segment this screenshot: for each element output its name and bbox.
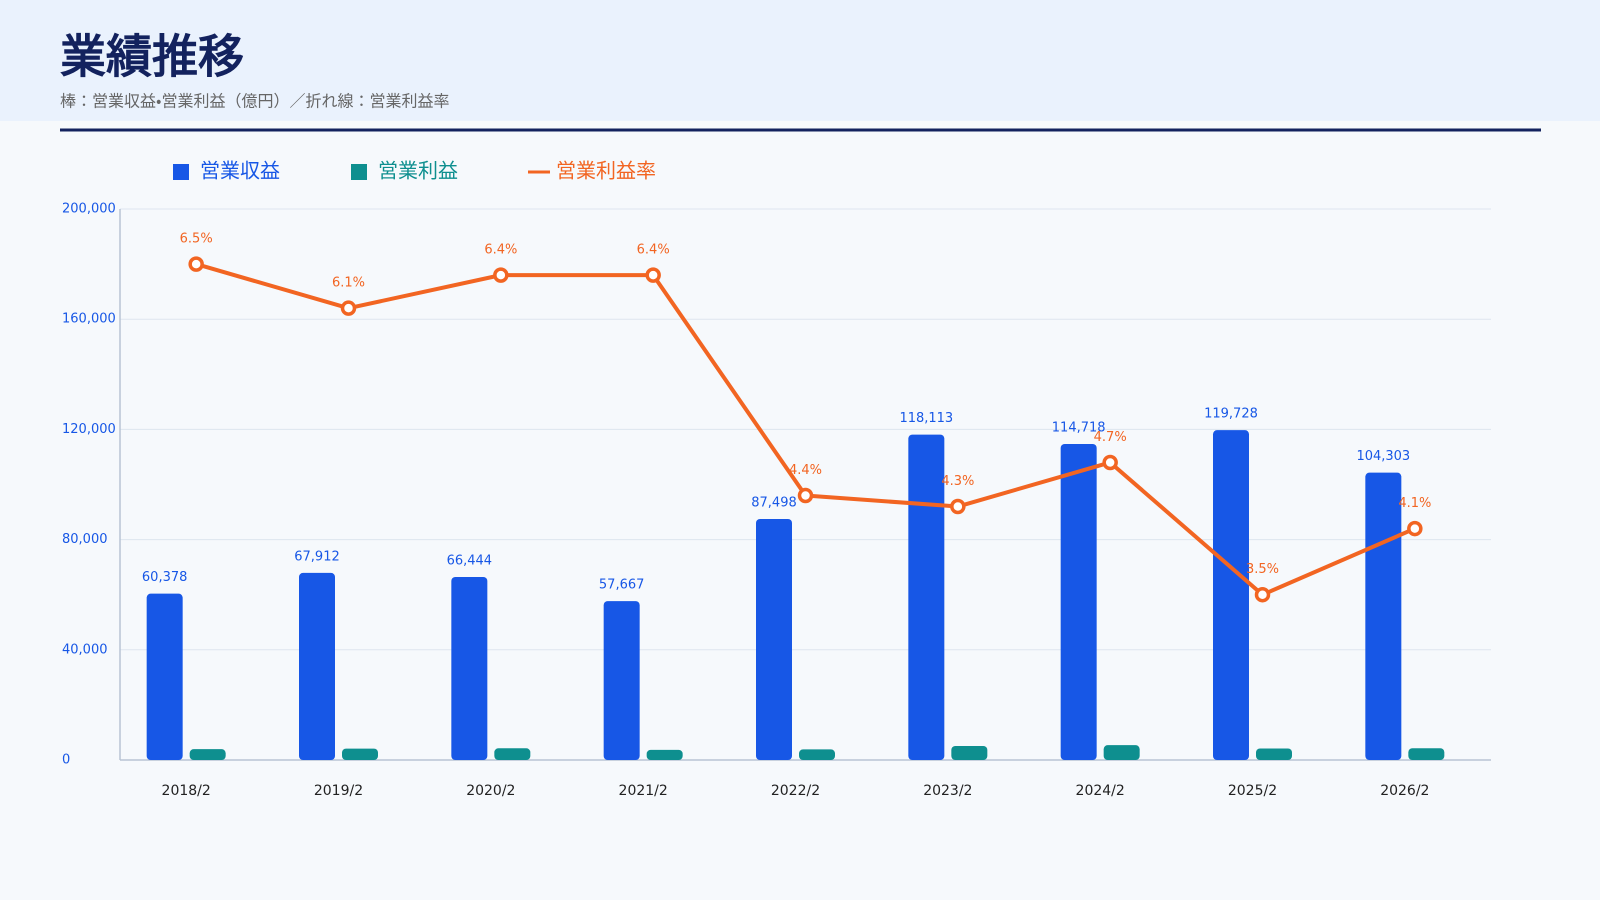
y-tick-label: 160,000	[62, 312, 116, 327]
line-value-label: 4.7%	[1094, 430, 1127, 445]
line-value-label: 6.4%	[484, 243, 517, 258]
x-tick-label: 2023/2	[923, 783, 972, 799]
bar	[299, 572, 335, 760]
line-point	[1254, 586, 1271, 603]
bar	[1408, 748, 1445, 760]
bar	[1256, 748, 1292, 760]
bar	[1060, 443, 1097, 760]
bar-value-label: 118,113	[899, 411, 953, 426]
bar-value-label: 114,718	[1052, 420, 1106, 435]
bar	[1213, 430, 1249, 760]
bar-value-label: 67,912	[294, 549, 340, 564]
line-point	[797, 487, 814, 504]
line-value-label: 6.5%	[180, 232, 213, 247]
legend-marker	[351, 164, 367, 180]
x-tick-label: 2018/2	[162, 783, 211, 799]
line-value-label: 4.4%	[789, 463, 822, 478]
line-point	[1102, 454, 1118, 471]
legend-marker	[173, 164, 189, 180]
bar	[1103, 745, 1140, 760]
bar	[494, 748, 531, 760]
x-tick-label: 2022/2	[771, 783, 820, 799]
x-tick-label: 2026/2	[1380, 783, 1429, 799]
bar-value-label: 119,728	[1204, 407, 1258, 422]
x-tick-label: 2019/2	[314, 783, 363, 799]
bar-value-label: 87,498	[751, 495, 797, 510]
bar	[799, 749, 835, 760]
bar	[342, 748, 378, 760]
line-point	[188, 256, 204, 272]
bar-value-label: 60,378	[142, 570, 188, 585]
line-point	[340, 300, 357, 316]
bar	[646, 749, 683, 760]
y-tick-label: 120,000	[62, 422, 116, 437]
y-tick-label: 40,000	[62, 642, 108, 657]
line-value-label: 4.3%	[941, 474, 974, 489]
line-point	[645, 267, 661, 283]
line-point	[1407, 520, 1423, 537]
bar-value-label: 57,667	[599, 578, 645, 593]
bar-value-label: 66,444	[447, 553, 493, 568]
line-value-label: 4.1%	[1398, 496, 1431, 511]
bar-value-label: 104,303	[1356, 449, 1410, 464]
bar	[189, 749, 226, 760]
bar	[146, 593, 183, 760]
legend-label: 営業収益	[200, 159, 280, 183]
legend-label: 営業利益	[378, 159, 458, 183]
y-tick-label: 80,000	[62, 532, 108, 547]
bar	[1365, 472, 1402, 760]
line-value-label: 3.5%	[1246, 562, 1279, 577]
x-tick-label: 2021/2	[619, 783, 668, 799]
y-tick-label: 0	[62, 753, 70, 768]
x-tick-label: 2024/2	[1076, 783, 1125, 799]
line-value-label: 6.4%	[637, 243, 670, 258]
chart-subtitle: 棒：営業収益・営業利益（億円）／折れ線：営業利益率	[60, 92, 449, 111]
line-point	[493, 267, 509, 283]
bar	[451, 576, 488, 760]
bar	[756, 518, 792, 760]
x-tick-label: 2020/2	[466, 783, 515, 799]
bar	[951, 746, 988, 760]
bar	[603, 601, 640, 760]
line-value-label: 6.1%	[332, 276, 365, 291]
legend-label: 営業利益率	[556, 159, 656, 183]
header-band	[0, 0, 1600, 121]
line-point	[950, 498, 966, 515]
bar	[908, 434, 945, 760]
y-tick-label: 200,000	[62, 202, 116, 217]
chart-title: 業績推移	[60, 30, 244, 84]
x-tick-label: 2025/2	[1228, 783, 1277, 799]
